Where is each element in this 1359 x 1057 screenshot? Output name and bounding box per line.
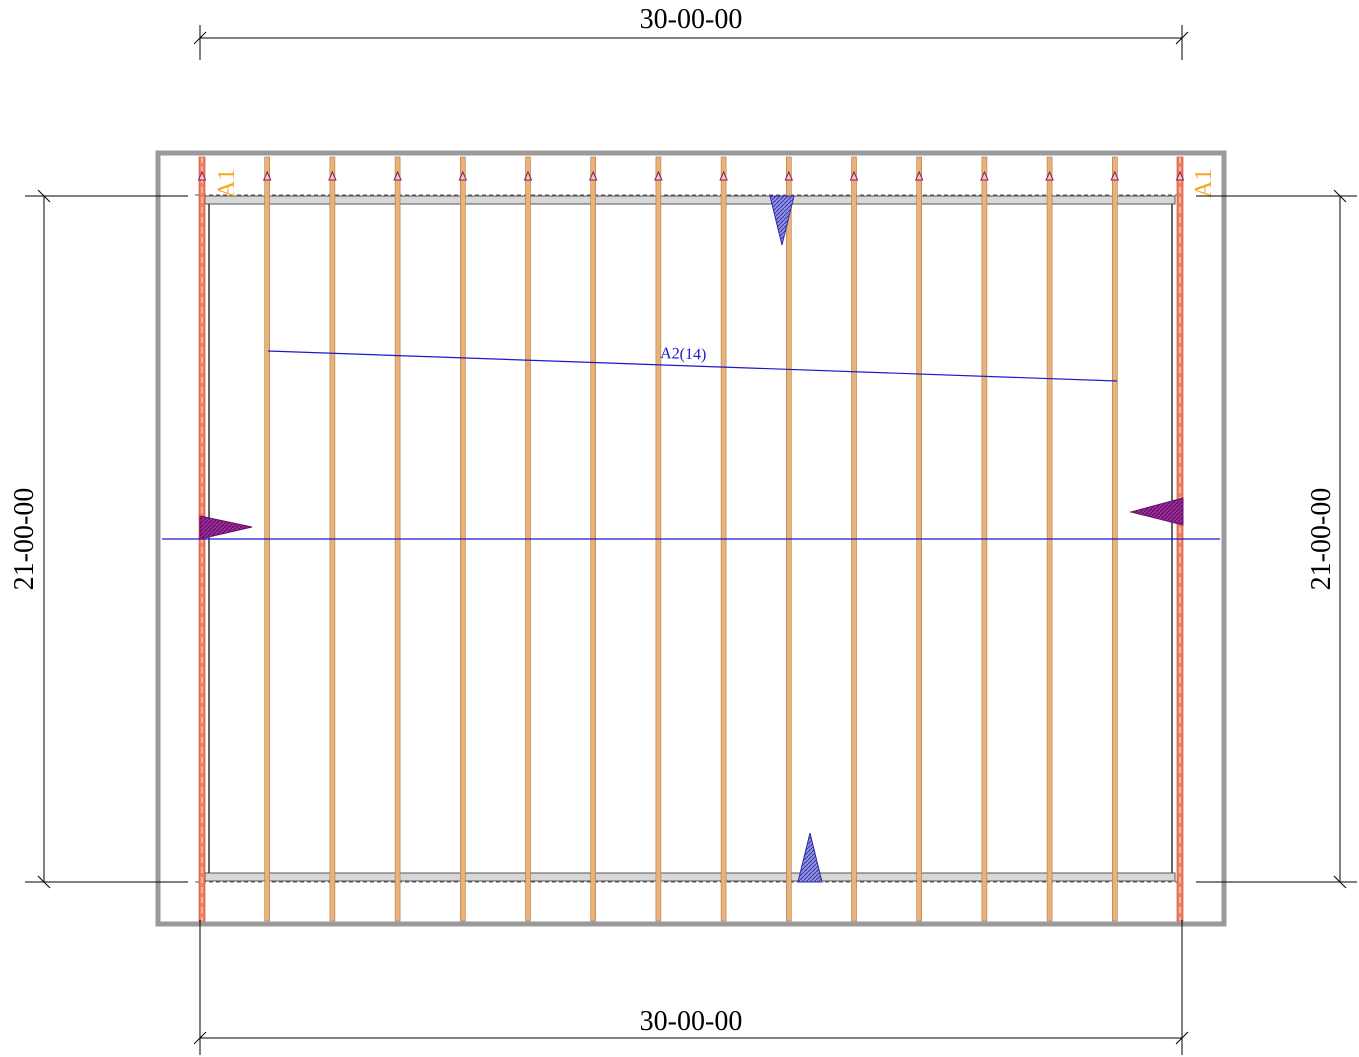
truss-bearing-marker [1175,170,1185,181]
left-dimension [25,189,188,889]
truss-group-leader [267,350,1118,382]
right-dimension-label: 21-00-00 [1306,488,1337,591]
truss-bearing-marker [719,170,728,181]
right-bearing-marker [1129,497,1184,526]
top-bearing-wall [204,195,1176,205]
truss-bearing-marker [458,170,468,181]
truss-bearing-marker [1045,170,1054,181]
bottom-load-marker [797,832,823,883]
truss-bearing-marker [980,170,989,181]
top-dimension-label: 30-00-00 [640,4,743,35]
truss-bearing-marker [588,170,598,181]
end-truss-label-right: A1 [1191,169,1217,198]
outer-wall [155,150,1227,927]
truss-bearing-marker [914,170,924,181]
bottom-bearing-wall [204,872,1176,882]
end-truss-label-left: A1 [214,169,240,198]
bottom-dimension [193,920,1189,1055]
truss-bearing-marker [849,170,859,181]
truss-bearing-marker [328,170,337,181]
bottom-dimension-label: 30-00-00 [640,1006,743,1037]
left-dimension-label: 21-00-00 [9,488,40,591]
truss-bearing-marker [654,170,663,181]
truss-bearing-marker [1110,170,1120,181]
right-dimension [1196,189,1357,889]
truss-bearing-marker [262,170,272,181]
top-dimension [193,25,1189,60]
left-bearing-marker [199,515,253,540]
truss-bearing-marker [393,170,402,181]
truss-bearing-marker [197,170,207,181]
top-load-marker [769,195,795,246]
truss-group-label: A2(14) [660,345,707,364]
truss-bearing-marker [523,170,533,181]
truss-bearing-marker [784,170,794,181]
